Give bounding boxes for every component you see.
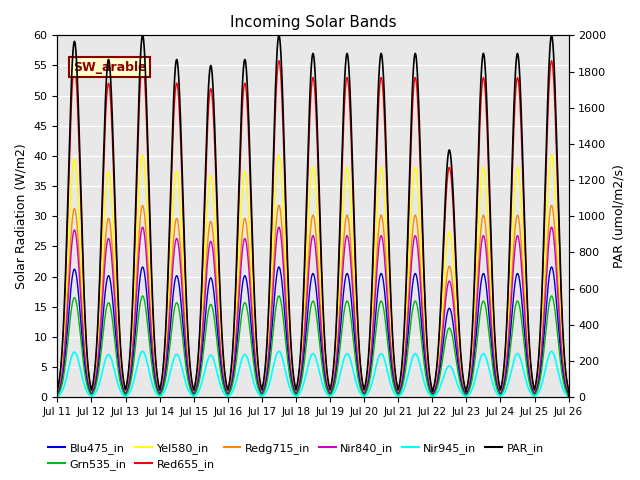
Redg715_in [564, 395, 572, 400]
Nir840_in [555, 308, 563, 314]
Nir840_in [250, 335, 257, 340]
Yel580_in [250, 310, 257, 315]
Blu475_in [54, 392, 61, 397]
PAR_in [548, 33, 556, 38]
Blu475_in [500, 385, 508, 391]
Red655_in [142, 107, 150, 112]
Redg715_in [500, 381, 508, 387]
Redg715_in [142, 230, 150, 236]
Nir840_in [548, 224, 556, 230]
Blu475_in [142, 283, 150, 289]
Nir840_in [54, 391, 61, 396]
Text: SW_arable: SW_arable [73, 60, 147, 73]
Y-axis label: Solar Radiation (W/m2): Solar Radiation (W/m2) [15, 144, 28, 289]
PAR_in [112, 224, 120, 230]
PAR_in [564, 395, 572, 400]
Yel580_in [112, 280, 120, 286]
Nir840_in [142, 249, 150, 255]
Yel580_in [272, 185, 280, 191]
Yel580_in [142, 187, 150, 193]
Redg715_in [272, 229, 280, 235]
Red655_in [548, 58, 556, 63]
Line: Nir840_in: Nir840_in [58, 227, 568, 397]
Red655_in [555, 224, 563, 229]
Red655_in [250, 276, 257, 282]
Redg715_in [54, 390, 61, 396]
Nir945_in [250, 378, 257, 384]
Line: Yel580_in: Yel580_in [58, 155, 568, 397]
Nir945_in [564, 395, 572, 400]
Nir945_in [142, 355, 150, 361]
Nir945_in [112, 373, 120, 379]
Blu475_in [548, 264, 556, 270]
Title: Incoming Solar Bands: Incoming Solar Bands [230, 15, 396, 30]
Yel580_in [555, 272, 563, 277]
Blu475_in [112, 333, 120, 339]
PAR_in [555, 211, 563, 217]
Blu475_in [564, 395, 572, 400]
Redg715_in [555, 297, 563, 303]
PAR_in [500, 369, 508, 375]
Line: Redg715_in: Redg715_in [58, 205, 568, 397]
Yel580_in [54, 389, 61, 395]
Grn535_in [564, 395, 572, 400]
Nir945_in [548, 348, 556, 354]
Nir840_in [564, 395, 572, 400]
PAR_in [272, 82, 280, 88]
Grn535_in [555, 343, 563, 349]
Nir945_in [555, 371, 563, 377]
Red655_in [564, 395, 572, 400]
Blu475_in [250, 349, 257, 355]
Y-axis label: PAR (umol/m2/s): PAR (umol/m2/s) [612, 164, 625, 268]
Line: PAR_in: PAR_in [58, 36, 568, 397]
Nir945_in [500, 391, 508, 397]
Grn535_in [272, 307, 280, 313]
Line: Red655_in: Red655_in [58, 60, 568, 397]
Grn535_in [54, 392, 61, 398]
Redg715_in [250, 327, 257, 333]
Blu475_in [272, 282, 280, 288]
Nir945_in [54, 394, 61, 399]
Line: Grn535_in: Grn535_in [58, 296, 568, 397]
Grn535_in [500, 387, 508, 393]
Yel580_in [500, 377, 508, 383]
Blu475_in [555, 328, 563, 334]
Nir840_in [500, 383, 508, 388]
Nir840_in [272, 248, 280, 253]
Grn535_in [112, 347, 120, 352]
Grn535_in [548, 293, 556, 299]
Grn535_in [250, 359, 257, 365]
Yel580_in [564, 395, 572, 400]
PAR_in [250, 267, 257, 273]
Line: Blu475_in: Blu475_in [58, 267, 568, 397]
Legend: Blu475_in, Grn535_in, Yel580_in, Red655_in, Redg715_in, Nir840_in, Nir945_in, PA: Blu475_in, Grn535_in, Yel580_in, Red655_… [44, 438, 548, 474]
Red655_in [272, 104, 280, 110]
Nir945_in [272, 355, 280, 360]
Yel580_in [548, 152, 556, 157]
Red655_in [54, 387, 61, 393]
PAR_in [142, 85, 150, 91]
Line: Nir945_in: Nir945_in [58, 351, 568, 397]
Grn535_in [142, 308, 150, 313]
Redg715_in [548, 203, 556, 208]
Nir840_in [112, 314, 120, 320]
Red655_in [500, 371, 508, 376]
Red655_in [112, 236, 120, 241]
Redg715_in [112, 304, 120, 310]
PAR_in [54, 387, 61, 393]
